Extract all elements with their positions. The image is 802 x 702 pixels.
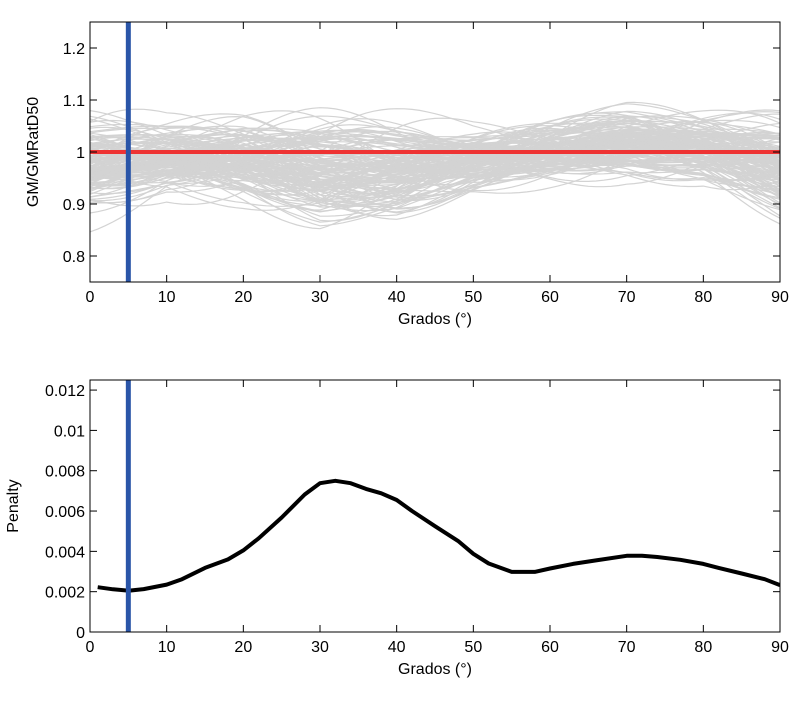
x-tick-label: 60 bbox=[541, 639, 559, 656]
x-tick-label: 0 bbox=[86, 639, 95, 656]
variation-curve bbox=[90, 120, 780, 193]
y-axis-label: GM/GMRatD50 bbox=[25, 97, 42, 207]
variation-curve bbox=[90, 115, 780, 209]
y-tick-label: 0.008 bbox=[45, 464, 85, 481]
x-tick-label: 30 bbox=[311, 639, 329, 656]
x-tick-label: 70 bbox=[618, 289, 636, 306]
x-tick-label: 0 bbox=[86, 289, 95, 306]
axes-frame bbox=[89, 379, 781, 633]
variation-curve bbox=[90, 137, 780, 175]
y-axis-label: Penalty bbox=[5, 479, 22, 532]
x-tick-label: 80 bbox=[694, 639, 712, 656]
plot-area bbox=[97, 380, 780, 632]
x-tick-label: 10 bbox=[158, 639, 176, 656]
x-tick-label: 70 bbox=[618, 639, 636, 656]
x-tick-label: 40 bbox=[388, 289, 406, 306]
variation-curve bbox=[90, 132, 780, 206]
y-tick-label: 1 bbox=[76, 145, 85, 162]
variation-curve bbox=[90, 135, 780, 199]
y-tick-label: 0.002 bbox=[45, 585, 85, 602]
penalty-curve bbox=[97, 478, 780, 593]
x-axis-label: Grados (°) bbox=[398, 311, 472, 328]
top-panel: 0 10 20 30 40 50 60 70 80 90 0.8 0.9 1 1.1 1.2 Grados (… bbox=[25, 21, 789, 328]
y-tick-label: 1.1 bbox=[63, 93, 85, 110]
variation-curve bbox=[90, 140, 780, 195]
y-tick-label: 1.2 bbox=[63, 41, 85, 58]
y-tick-label: 0 bbox=[76, 625, 85, 642]
x-axis-label: Grados (°) bbox=[398, 661, 472, 678]
bottom-panel: 0 10 20 30 40 50 60 70 80 90 0 0.002 0.004 0.006 0.008… bbox=[5, 379, 789, 678]
x-tick-label: 50 bbox=[464, 639, 482, 656]
x-tick-label: 80 bbox=[694, 289, 712, 306]
x-tick-label: 20 bbox=[234, 289, 252, 306]
x-tick-label: 10 bbox=[158, 289, 176, 306]
variation-curve bbox=[90, 134, 780, 186]
x-tick-label: 90 bbox=[771, 639, 789, 656]
x-tick-label: 40 bbox=[388, 639, 406, 656]
y-tick-label: 0.004 bbox=[45, 544, 85, 561]
variation-curve bbox=[90, 142, 780, 173]
plot-area bbox=[90, 22, 780, 282]
variation-curve bbox=[90, 108, 780, 188]
y-tick-label: 0.8 bbox=[63, 249, 85, 266]
variation-curve bbox=[90, 115, 780, 190]
x-tick-label: 50 bbox=[464, 289, 482, 306]
y-tick-label: 0.012 bbox=[45, 383, 85, 400]
variation-curve bbox=[90, 121, 780, 223]
variation-curve bbox=[90, 131, 780, 181]
x-tick-label: 30 bbox=[311, 289, 329, 306]
y-tick-label: 0.01 bbox=[54, 423, 85, 440]
x-tick-label: 20 bbox=[234, 639, 252, 656]
y-tick-label: 0.9 bbox=[63, 197, 85, 214]
y-tick-label: 0.006 bbox=[45, 504, 85, 521]
x-tick-label: 90 bbox=[771, 289, 789, 306]
variation-curve bbox=[90, 136, 780, 185]
x-tick-label: 60 bbox=[541, 289, 559, 306]
